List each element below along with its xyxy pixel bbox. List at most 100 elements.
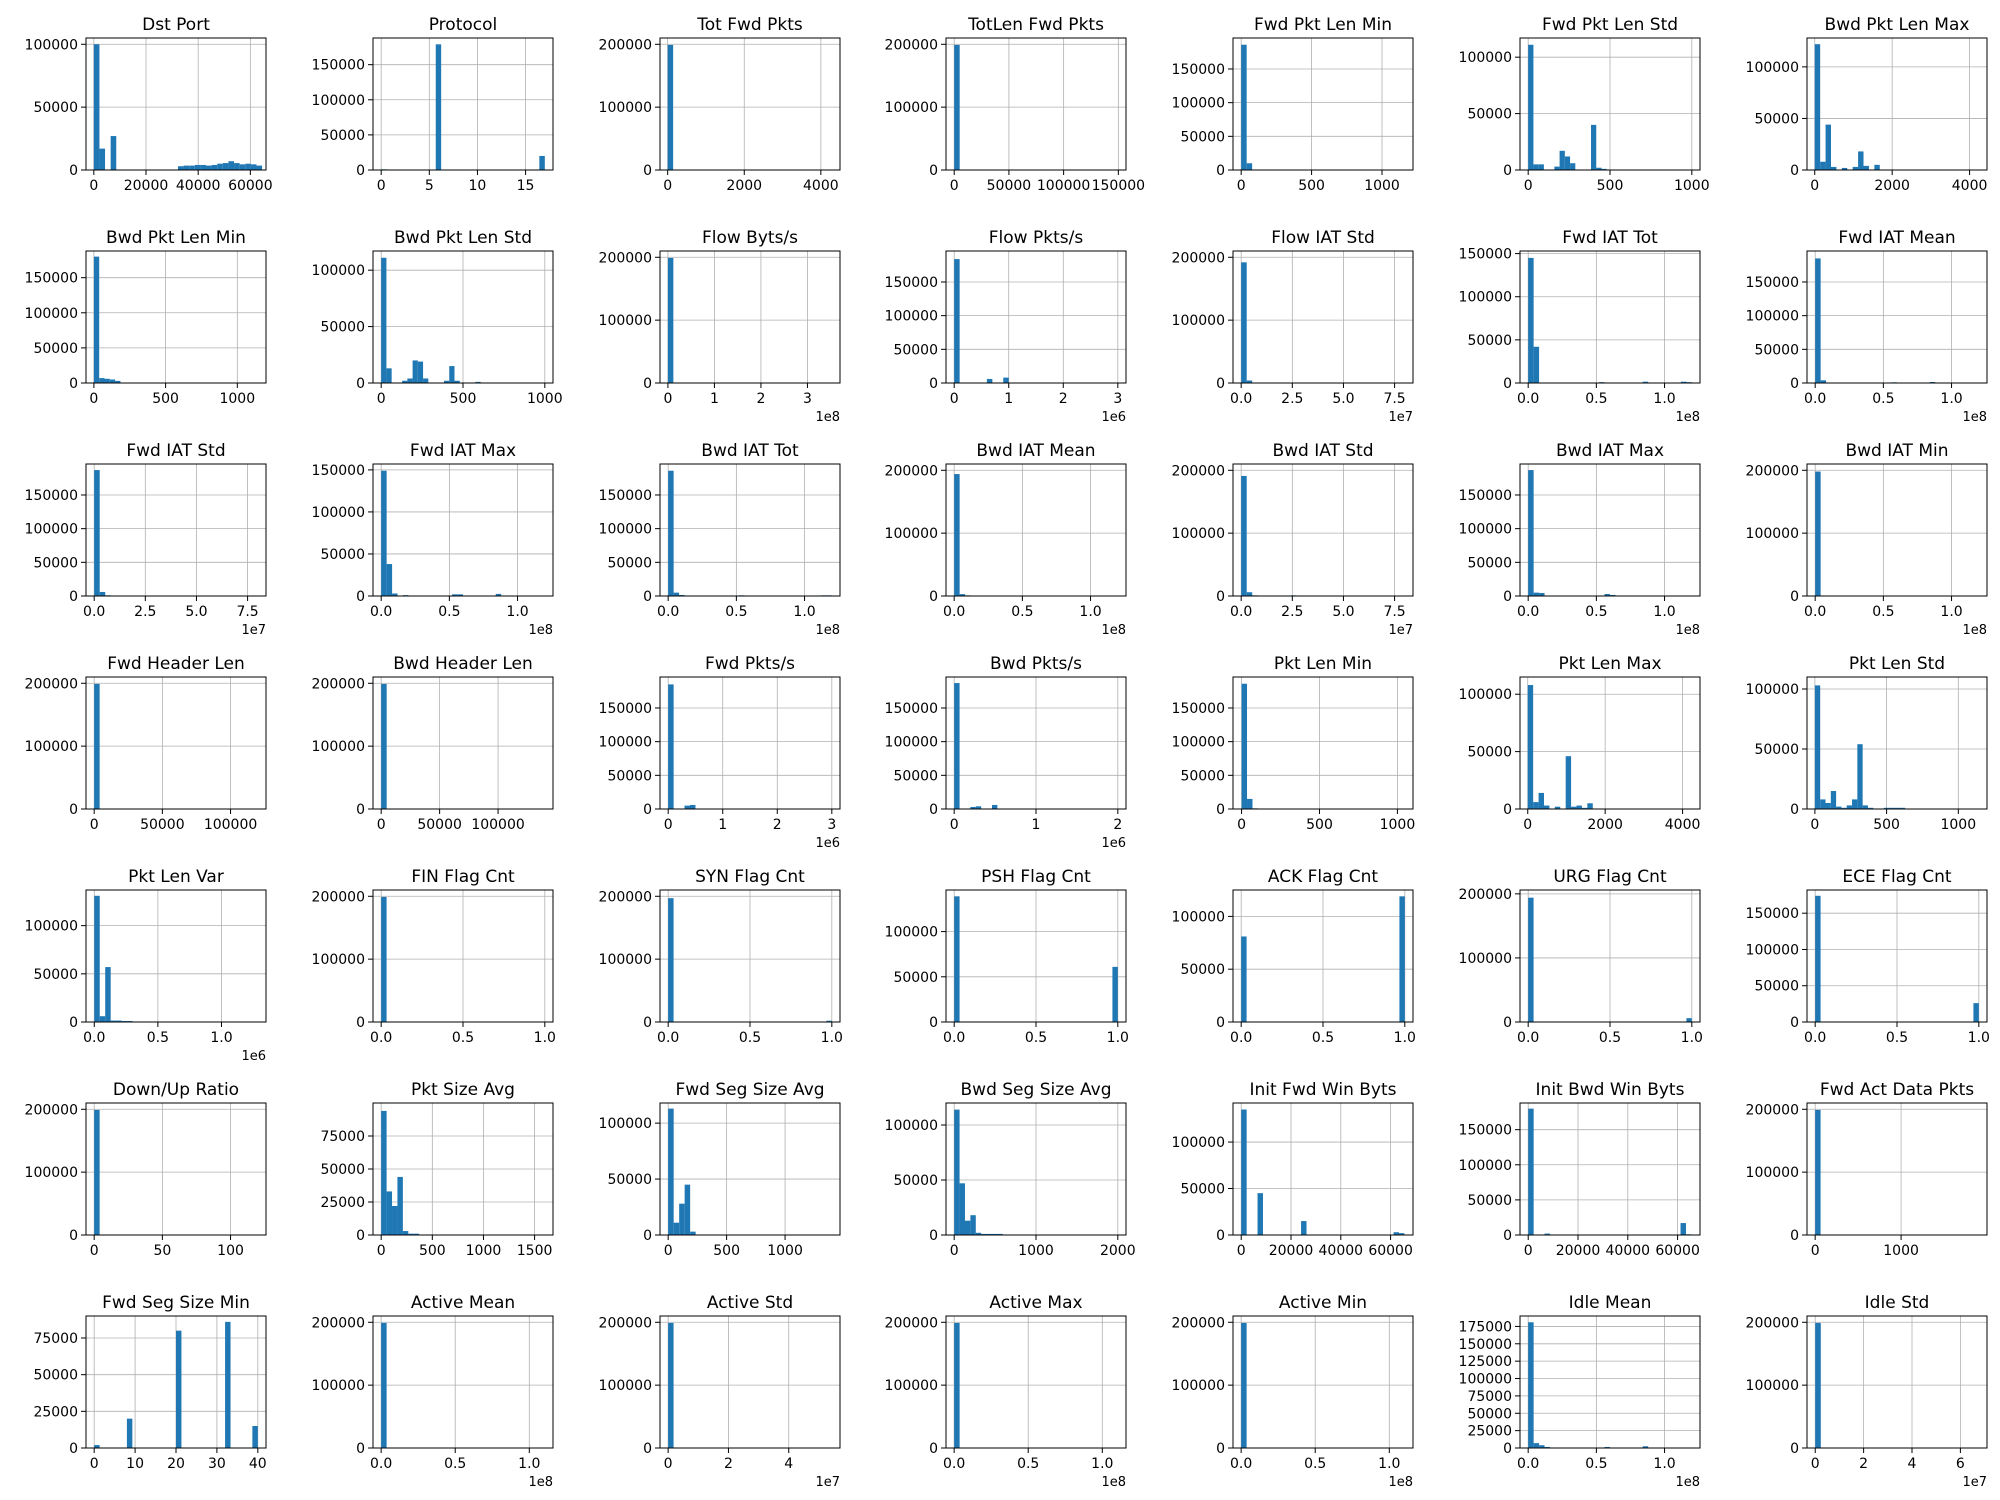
x-tick-label: 1.0 [1940,391,1962,407]
y-tick-label: 0 [929,1015,938,1031]
histogram-bar [959,594,966,596]
x-tick-label: 4000 [1952,178,1988,194]
y-tick-label: 0 [356,1228,365,1244]
x-tick-label: 0 [664,1456,673,1472]
x-tick-label: 20000 [1556,1243,1601,1259]
histogram-bar [413,1233,420,1235]
y-tick-label: 50000 [1180,768,1225,784]
axes-frame [1806,676,1988,810]
histogram-bar [1301,1221,1307,1235]
x-tick-label: 0 [663,391,672,407]
histogram-bar [94,470,100,596]
y-tick-label: 0 [356,802,365,818]
y-tick-label: 100000 [885,526,938,542]
histogram-bar [93,256,100,383]
x-tick-label: 1.0 [1681,1030,1703,1046]
axes-frame [659,37,841,171]
y-tick-label: 150000 [25,271,78,287]
y-tick-label: 200000 [599,250,652,266]
y-tick-label: 75000 [320,1129,365,1145]
histogram-bar [668,1108,674,1235]
histogram-bar [991,1233,998,1235]
y-tick-label: 25000 [33,1404,78,1420]
histogram-bar [200,164,206,170]
histogram-bar [1554,166,1560,170]
histogram-bar [94,1109,100,1235]
histogram-bar [1899,807,1906,809]
axes-frame [1519,676,1701,810]
x-tick-label: 5 [425,178,434,194]
x-tick-label: 1000 [1380,817,1416,833]
panel-title: Idle Mean [1569,1293,1652,1313]
x-tick-label: 0.0 [370,604,392,620]
y-tick-label: 100000 [312,93,365,109]
histogram-bar [1852,799,1858,809]
x-tick-label: 0 [1811,1243,1820,1259]
histogram-bar [954,1109,960,1235]
histogram-bar [1241,1109,1247,1235]
x-tick-label: 0.5 [438,604,460,620]
x-tick-label: 2 [1113,817,1122,833]
histogram-bar [1528,1108,1534,1235]
x-tick-label: 2.5 [1281,604,1303,620]
y-tick-label: 0 [1216,163,1225,179]
histogram-bar [110,1020,117,1022]
histogram-bar [1929,381,1936,383]
histogram-bar [176,1330,182,1448]
x-tick-label: 1500 [517,1243,553,1259]
y-tick-label: 150000 [1172,701,1225,717]
panel-title: Protocol [429,15,498,35]
x-tick-label: 100 [217,1243,244,1259]
x-tick-label: 0 [664,1243,673,1259]
histogram-bar [954,683,960,809]
x-offset-label: 1e8 [528,623,553,638]
histogram-panel: FIN Flag Cnt 0.0 0.5 1.0 0 100000 200000 [312,867,556,1046]
x-tick-label: 0 [950,391,959,407]
x-tick-label: 100000 [204,817,257,833]
panel-title: Bwd Header Len [393,654,532,674]
histogram-bar [690,804,696,809]
x-tick-label: 1.0 [1940,604,1962,620]
histogram-bar [99,1016,106,1022]
y-tick-label: 200000 [25,1102,78,1118]
x-tick-label: 0.5 [1025,1030,1047,1046]
panel-title: SYN Flag Cnt [695,867,805,887]
histogram-bar [1539,1445,1545,1448]
x-tick-label: 0.0 [1230,391,1252,407]
y-tick-label: 150000 [1459,1337,1512,1353]
histogram-bar [126,1418,133,1448]
histogram-bar [1559,150,1565,170]
y-tick-label: 100000 [25,1165,78,1181]
y-tick-label: 0 [1216,1015,1225,1031]
axes-frame [372,676,554,810]
histogram-bar [1867,807,1874,809]
y-tick-label: 50000 [1180,962,1225,978]
x-tick-label: 20000 [124,178,169,194]
y-tick-label: 200000 [885,37,938,53]
histogram-bar [673,1222,680,1235]
x-offset-label: 1e6 [1101,836,1126,851]
y-tick-label: 100000 [1459,687,1512,703]
histogram-bar [959,1183,965,1235]
histogram-panel: Fwd IAT Std 0.0 2.5 5.0 7.5 0 50000 100000 15000… [25,441,267,638]
y-tick-label: 100000 [599,313,652,329]
x-offset-label: 1e8 [1388,1475,1413,1490]
x-tick-label: 50 [153,1243,171,1259]
histogram-bar [1846,805,1853,809]
histogram-bar [1642,381,1649,383]
y-tick-label: 50000 [1467,107,1512,123]
x-tick-label: 15 [517,178,535,194]
x-tick-label: 7.5 [236,604,258,620]
y-tick-label: 100000 [885,925,938,941]
axes-frame [1232,37,1414,171]
x-tick-label: 2000 [726,178,762,194]
y-tick-label: 100000 [1172,909,1225,925]
y-tick-label: 100000 [1459,1158,1512,1174]
panel-title: Init Bwd Win Byts [1536,1080,1685,1100]
x-tick-label: 0 [90,817,99,833]
histogram-bar [110,136,117,170]
y-tick-label: 50000 [893,1173,938,1189]
histogram-panel: Bwd Pkt Len Min 0 500 1000 0 50000 100000 15000… [25,228,267,407]
axes-frame [85,463,267,597]
